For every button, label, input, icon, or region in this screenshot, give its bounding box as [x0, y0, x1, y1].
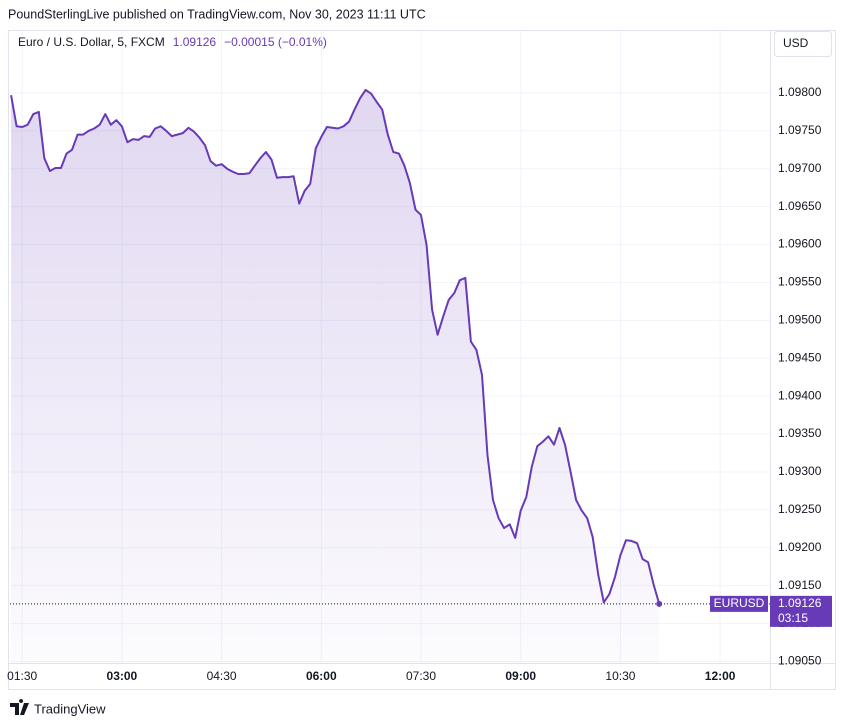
last-point [656, 600, 663, 607]
brand-logo [10, 699, 29, 715]
legend-value: 1.09126 [173, 35, 217, 49]
x-tick-label: 10:30 [605, 669, 635, 683]
y-tick-label: 1.09600 [778, 237, 822, 251]
x-tick-label: 01:30 [7, 669, 37, 683]
y-tick-label: 1.09300 [778, 464, 822, 478]
plot [10, 88, 770, 663]
area-fill [11, 89, 660, 663]
y-tick-label: 1.09400 [778, 388, 822, 402]
currency-label: USD [783, 36, 809, 50]
legend-change: −0.00015 (−0.01%) [224, 35, 327, 49]
x-tick-label: 03:00 [107, 669, 138, 683]
x-tick-label: 09:00 [505, 669, 536, 683]
y-tick-label: 1.09550 [778, 275, 822, 289]
y-tick-label: 1.09050 [778, 654, 822, 668]
y-tick-label: 1.09800 [778, 85, 822, 99]
x-tick-label: 07:30 [406, 669, 436, 683]
price-tag [770, 595, 832, 627]
y-tick-label: 1.09150 [778, 578, 822, 592]
symbol-tag [710, 595, 768, 612]
price-line [10, 88, 661, 605]
legend: Euro / U.S. Dollar, 5, FXCM 1.09126 −0.0… [18, 35, 327, 49]
x-tick-label: 04:30 [207, 669, 237, 683]
publisher-line: PoundSterlingLive published on TradingVi… [8, 7, 426, 21]
brand: TradingView [10, 699, 106, 716]
x-tick-label: 06:00 [306, 669, 337, 683]
currency-button[interactable] [774, 31, 832, 57]
y-tick-label: 1.09750 [778, 123, 822, 137]
y-tick-label: 1.09700 [778, 161, 822, 175]
y-tick-label: 1.09250 [778, 502, 822, 516]
y-tick-label: 1.09350 [778, 426, 822, 440]
y-tick-label: 1.09200 [778, 540, 822, 554]
y-tick-label: 1.09500 [778, 313, 822, 327]
y-tick-label: 1.09450 [778, 350, 822, 364]
chart-frame [8, 30, 836, 690]
symbol-tag-label: EURUSD [714, 596, 765, 610]
brand-name: TradingView [34, 701, 106, 716]
y-tick-label: 1.09650 [778, 199, 822, 213]
price-tag-value: 1.09126 [778, 596, 822, 610]
x-tick-label: 12:00 [705, 669, 736, 683]
price-tag-countdown: 03:15 [778, 611, 808, 625]
axes: 1.090501.091001.091501.092001.092501.093… [7, 85, 822, 683]
legend-title: Euro / U.S. Dollar, 5, FXCM [18, 35, 165, 49]
